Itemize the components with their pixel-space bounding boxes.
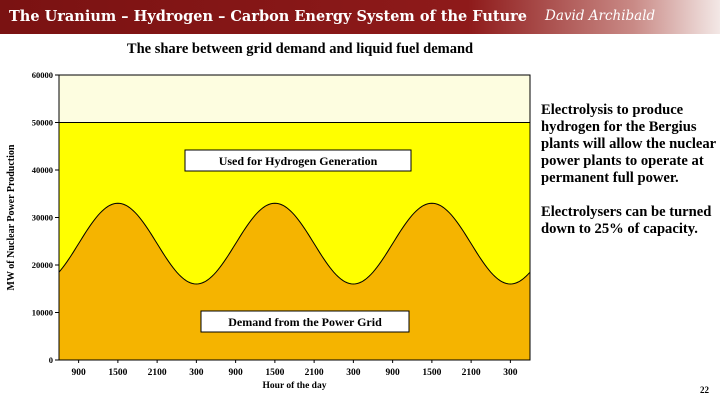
x-tick-label: 2100 <box>462 368 481 378</box>
y-tick-label: 10000 <box>32 308 53 318</box>
x-tick-label: 1500 <box>422 368 441 378</box>
header-bar: The Uranium – Hydrogen – Carbon Energy S… <box>0 0 720 34</box>
y-tick-label: 20000 <box>32 260 53 270</box>
x-axis-label: Hour of the day <box>263 381 327 391</box>
x-tick-label: 900 <box>386 368 401 378</box>
x-tick-label: 2100 <box>148 368 167 378</box>
x-tick-label: 300 <box>189 368 204 378</box>
x-tick-label: 1500 <box>265 368 284 378</box>
x-tick-label: 2100 <box>305 368 324 378</box>
side-notes: Electrolysis to produce hydrogen for the… <box>541 102 720 255</box>
side-note-electrolysis: Electrolysis to produce hydrogen for the… <box>541 102 716 186</box>
y-tick-label: 50000 <box>32 118 53 128</box>
annotation-grid-demand-box <box>200 310 410 333</box>
annotation-hydrogen: Used for Hydrogen Generation <box>219 154 378 168</box>
series-grid-demand-line <box>58 202 531 285</box>
slide-title: The Uranium – Hydrogen – Carbon Energy S… <box>9 8 527 25</box>
series-grid-demand-area <box>59 203 530 360</box>
x-tick-label: 900 <box>72 368 87 378</box>
y-tick-label: 40000 <box>32 165 53 175</box>
side-note-turndown: Electrolysers can be turned down to 25% … <box>541 204 712 237</box>
y-tick-label: 60000 <box>32 70 53 80</box>
x-tick-label: 300 <box>503 368 518 378</box>
x-tick-label: 300 <box>346 368 361 378</box>
y-axis-label: MW of Nuclear Power Production <box>6 144 17 290</box>
page-number: 22 <box>700 385 709 395</box>
x-tick-label: 900 <box>229 368 244 378</box>
annotation-hydrogen-box <box>184 149 412 172</box>
chart-title: The share between grid demand and liquid… <box>126 41 474 57</box>
annotation-grid-demand: Demand from the Power Grid <box>228 315 382 329</box>
y-tick-label: 0 <box>49 355 53 365</box>
author-name: David Archibald <box>545 8 656 24</box>
y-tick-label: 30000 <box>32 213 53 223</box>
x-tick-label: 1500 <box>108 368 127 378</box>
